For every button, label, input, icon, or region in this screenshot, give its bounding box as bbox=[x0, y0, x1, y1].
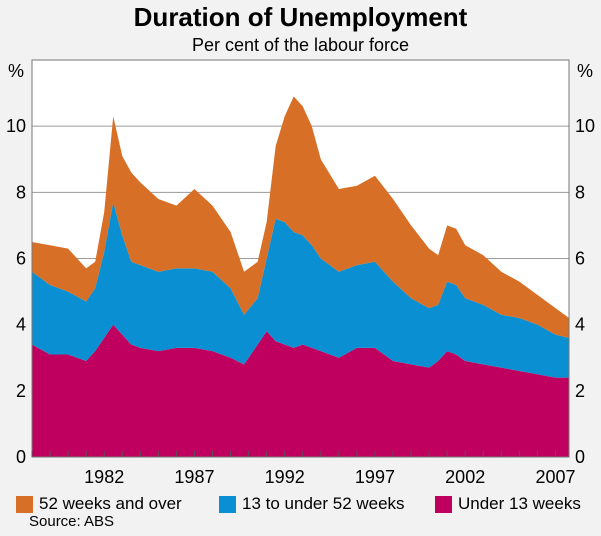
x-tick-label-2007: 2007 bbox=[535, 467, 575, 487]
y-tick-right-0: 0 bbox=[575, 447, 585, 467]
y-tick-right-8: 8 bbox=[575, 182, 585, 202]
legend-item-long: 52 weeks and over bbox=[16, 494, 182, 514]
legend-swatch-long bbox=[16, 495, 33, 513]
legend-item-short: Under 13 weeks bbox=[435, 494, 581, 514]
y-tick-left-4: 4 bbox=[16, 315, 26, 335]
legend: 52 weeks and over 13 to under 52 weeks U… bbox=[16, 494, 596, 518]
y-axis-ticks: 0 0 2 2 4 4 6 6 8 8 10 10 bbox=[6, 116, 595, 467]
y-tick-left-2: 2 bbox=[16, 381, 26, 401]
y-tick-right-2: 2 bbox=[575, 381, 585, 401]
legend-label-medium: 13 to under 52 weeks bbox=[242, 494, 405, 513]
legend-item-medium: 13 to under 52 weeks bbox=[219, 494, 405, 514]
y-tick-left-8: 8 bbox=[16, 182, 26, 202]
x-tick-label-1987: 1987 bbox=[174, 467, 214, 487]
stacked-areas bbox=[32, 96, 569, 457]
y-tick-left-0: 0 bbox=[16, 447, 26, 467]
x-tick-label-1997: 1997 bbox=[355, 467, 395, 487]
y-tick-right-6: 6 bbox=[575, 249, 585, 269]
source-note: Source: ABS bbox=[29, 513, 115, 530]
y-unit-right: % bbox=[577, 61, 593, 81]
x-axis-ticks: 1982 1987 1992 1997 2002 2007 bbox=[31, 451, 575, 487]
area-under-13-weeks bbox=[32, 324, 569, 457]
area-13-to-under-52-weeks bbox=[32, 202, 569, 378]
legend-swatch-medium bbox=[219, 495, 236, 513]
x-tick-label-1992: 1992 bbox=[265, 467, 305, 487]
legend-label-long: 52 weeks and over bbox=[39, 494, 182, 513]
legend-label-short: Under 13 weeks bbox=[458, 494, 581, 513]
plot-frame bbox=[31, 59, 570, 458]
y-tick-right-4: 4 bbox=[575, 315, 585, 335]
legend-swatch-short bbox=[435, 495, 452, 513]
y-tick-left-10: 10 bbox=[6, 116, 26, 136]
chart-title: Duration of Unemployment bbox=[133, 2, 468, 32]
x-tick-label-2002: 2002 bbox=[445, 467, 485, 487]
y-tick-right-10: 10 bbox=[575, 116, 595, 136]
x-tick-label-1982: 1982 bbox=[84, 467, 124, 487]
y-unit-left: % bbox=[8, 61, 24, 81]
area-52-weeks-and-over bbox=[32, 96, 569, 338]
chart-subtitle: Per cent of the labour force bbox=[191, 35, 410, 55]
y-tick-left-6: 6 bbox=[16, 249, 26, 269]
